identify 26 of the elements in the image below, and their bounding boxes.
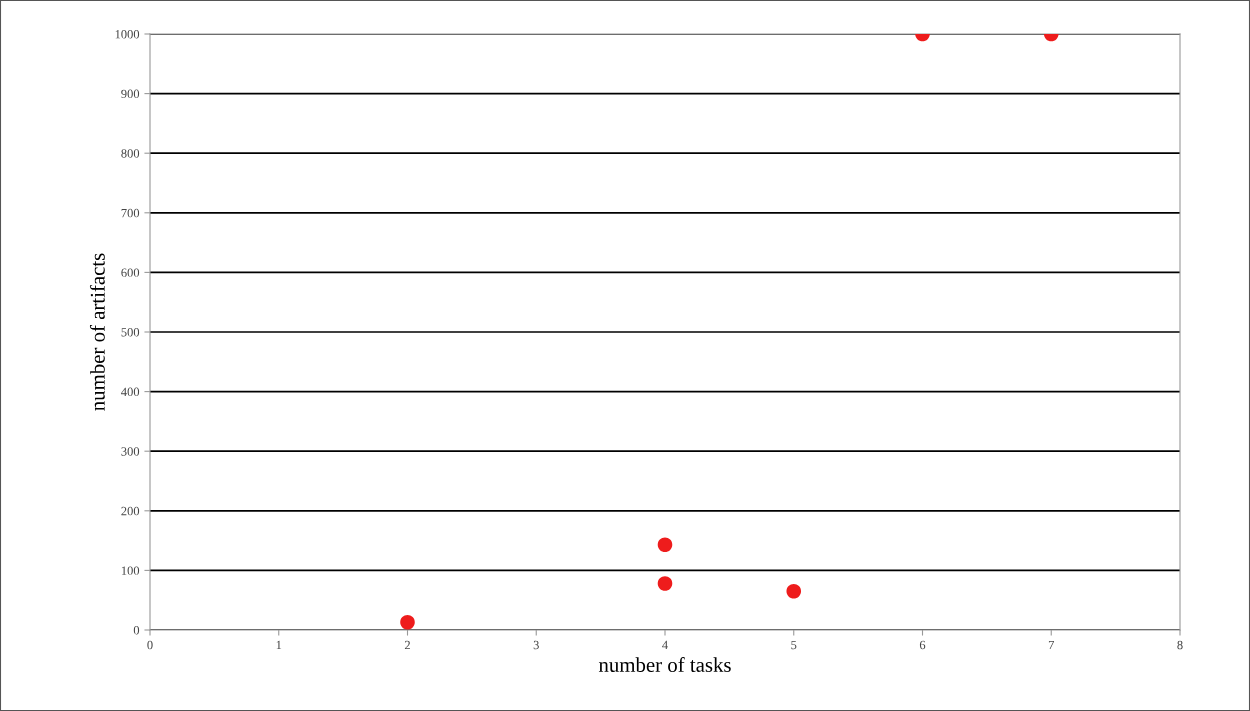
y-tick-label: 300 (121, 447, 140, 456)
y-tick-label: 900 (121, 89, 140, 99)
x-axis-title: number of tasks (598, 657, 731, 672)
y-tick-label: 500 (121, 328, 140, 337)
y-tick-label: 0 (133, 626, 140, 635)
x-tick-label: 1 (276, 640, 282, 650)
x-tick-label: 6 (919, 640, 926, 650)
x-tick-label: 3 (533, 640, 539, 650)
y-tick-label: 200 (121, 506, 140, 516)
y-tick-label: 400 (121, 387, 140, 397)
x-tick-label: 0 (147, 640, 153, 650)
y-tick-label: 100 (121, 566, 140, 575)
x-tick-label: 8 (1177, 640, 1183, 650)
y-axis-title: number of artifacts (89, 253, 105, 411)
x-tick-label: 2 (404, 640, 410, 650)
x-tick-label: 7 (1048, 640, 1055, 650)
point (657, 576, 673, 591)
y-tick-label: 1000 (115, 30, 140, 39)
x-tick-label: 4 (662, 640, 668, 650)
point (657, 537, 673, 553)
x-tick-label: 5 (791, 640, 797, 650)
y-tick-label: 800 (121, 149, 140, 158)
y-tick-label: 600 (121, 268, 140, 277)
y-tick-label: 700 (121, 208, 140, 218)
point (400, 614, 415, 630)
point (786, 583, 802, 599)
